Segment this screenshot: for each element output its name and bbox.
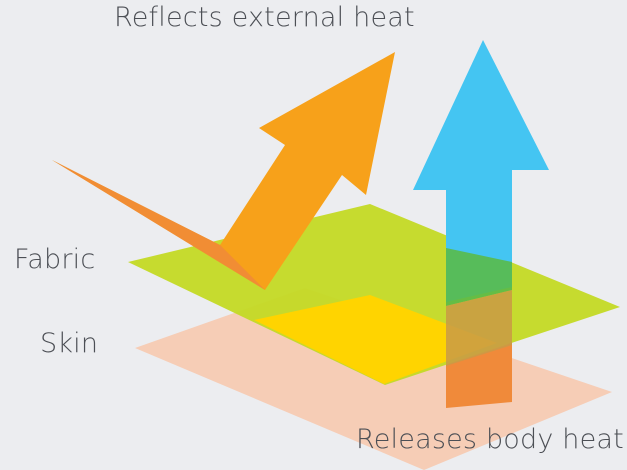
release-arrow-mid <box>446 290 512 366</box>
release-arrow-fabric-cross <box>446 248 512 306</box>
reflect-arrow <box>52 52 395 290</box>
releases-heat-label: Releases body heat <box>356 424 624 455</box>
release-arrow <box>413 40 549 302</box>
overlap-region <box>254 295 497 384</box>
reflects-heat-label: Reflects external heat <box>114 2 415 33</box>
skin-label: Skin <box>40 328 99 359</box>
fabric-label: Fabric <box>14 244 96 275</box>
reflect-arrow-shade <box>52 160 265 290</box>
